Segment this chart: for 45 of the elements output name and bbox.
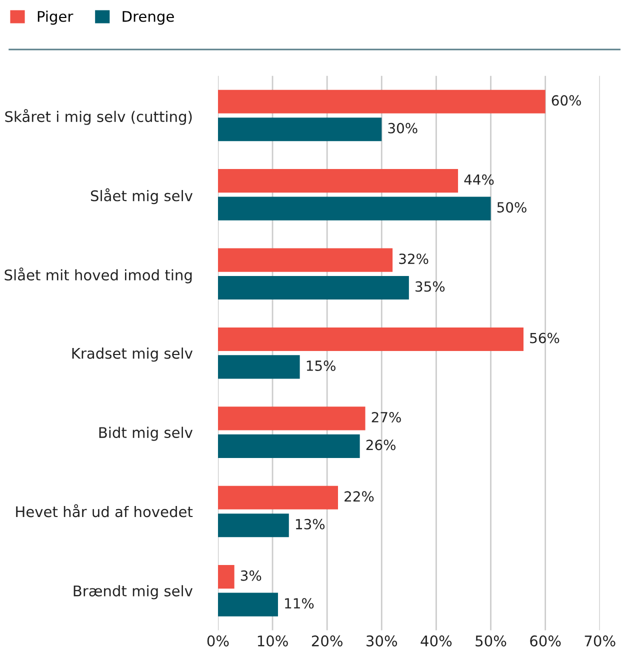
y-tick-label: Kradset mig selv (72, 348, 193, 362)
data-label: 50% (497, 202, 526, 213)
x-tick-label: 20% (312, 635, 342, 646)
data-label: 56% (530, 332, 560, 344)
x-tick-label: 0% (207, 635, 229, 646)
data-label: 22% (344, 491, 374, 502)
bar (218, 196, 491, 220)
data-label: 60% (552, 95, 581, 106)
data-label: 15% (306, 360, 336, 371)
x-tick-label: 70% (584, 635, 616, 646)
data-label: 44% (464, 174, 494, 185)
bar (218, 514, 289, 538)
y-tick-label: Brændt mig selv (74, 585, 193, 600)
x-tick-label: 10% (258, 635, 288, 646)
legend-label: Piger (38, 10, 74, 25)
bar (218, 327, 524, 352)
data-label: 32% (399, 254, 428, 264)
data-label: 3% (240, 570, 262, 581)
bar (218, 565, 234, 589)
x-tick-label: 50% (476, 635, 506, 646)
x-tick-label: 30% (366, 635, 398, 646)
x-tick-label: 40% (420, 635, 452, 646)
bar (218, 90, 546, 114)
bar (218, 486, 338, 510)
y-tick-label: Hevet hår ud af hovedet (16, 504, 193, 518)
data-label: 13% (296, 518, 325, 530)
y-tick-label: Bidt mig selv (99, 426, 193, 441)
legend-label: Drenge (122, 11, 174, 25)
bar (218, 169, 458, 193)
bar (218, 592, 278, 616)
data-label: 27% (372, 412, 401, 422)
bar (218, 434, 360, 458)
y-tick-label: Slået mit hoved imod ting (4, 268, 192, 284)
data-label: 26% (366, 440, 396, 450)
bar (218, 276, 409, 300)
bar (218, 248, 393, 272)
data-label: 35% (416, 281, 445, 292)
y-tick-label: Skåret i mig selv (cutting) (5, 109, 192, 125)
bar (218, 355, 300, 379)
bar (218, 118, 382, 142)
data-label: 11% (285, 598, 314, 609)
bar (218, 406, 366, 430)
data-label: 30% (388, 122, 418, 134)
y-tick-label: Slået mig selv (90, 188, 193, 204)
x-tick-label: 60% (530, 635, 561, 646)
